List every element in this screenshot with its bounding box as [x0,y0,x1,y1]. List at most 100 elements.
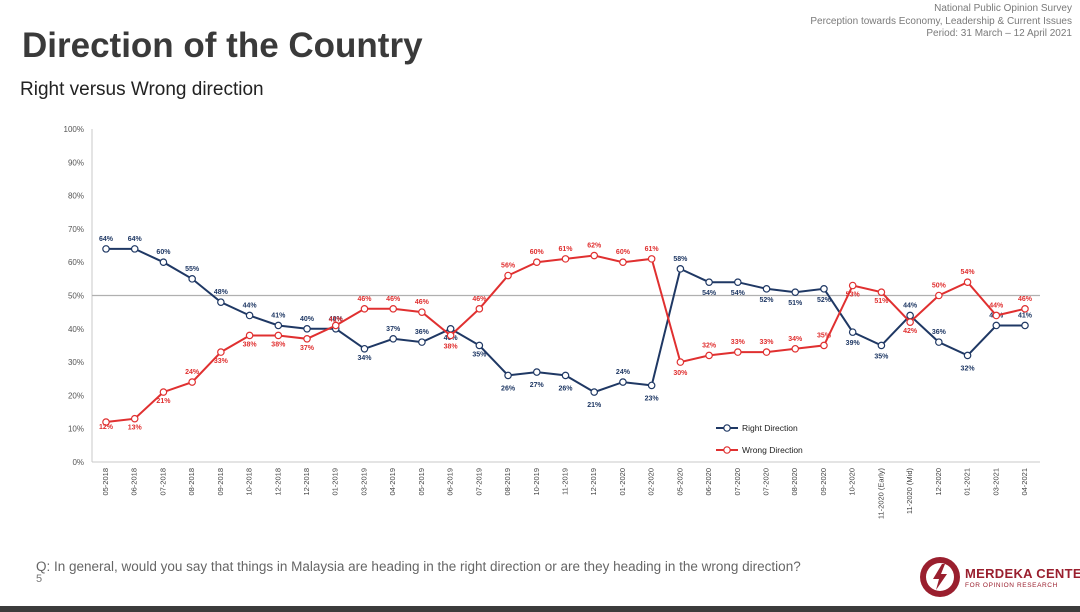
right-direction-data-label: 36% [415,329,430,336]
wrong-direction-point [963,278,972,286]
wrong-direction-data-label: 32% [702,342,717,349]
logo-tagline: FOR OPINION RESEARCH [965,582,1058,589]
wrong-direction-point [590,251,599,260]
wrong-direction-data-label: 50% [932,283,947,290]
right-direction-point [820,285,828,293]
wrong-direction-point [331,321,340,330]
right-direction-point [446,324,455,333]
right-direction-data-label: 41% [1018,312,1033,319]
x-tick-label: 05-2018 [101,468,110,496]
right-direction-data-label: 40% [300,316,315,323]
right-direction-point [1021,321,1029,330]
right-direction-point [159,258,168,267]
wrong-direction-data-label: 33% [731,339,746,346]
y-tick-label: 20% [68,391,84,400]
right-direction-data-label: 64% [99,236,114,243]
right-direction-data-label: 55% [185,266,200,273]
right-direction-data-label: 36% [932,329,947,336]
right-direction-point [992,321,1001,330]
right-direction-point [102,245,110,253]
x-tick-label: 09-2018 [216,468,225,496]
right-direction-point [274,321,283,330]
right-direction-data-label: 64% [128,236,143,243]
wrong-direction-point [676,358,685,366]
x-tick-label: 12-2018 [273,468,282,496]
wrong-direction-point [734,348,742,356]
right-direction-data-label: 52% [760,297,775,304]
wrong-direction-data-label: 33% [214,358,229,365]
x-tick-label: 12-2019 [589,468,598,496]
wrong-direction-point [446,331,455,340]
x-tick-label: 03-2021 [991,468,1000,496]
wrong-direction-point [848,281,857,290]
y-tick-label: 40% [68,325,84,334]
right-direction-line [106,247,1025,394]
x-tick-label: 12-2020 [934,468,943,496]
right-direction-point [130,245,139,253]
right-direction-point [389,334,397,343]
wrong-direction-point [935,291,943,300]
wrong-direction-data-label: 30% [673,370,688,377]
right-direction-point [590,388,599,396]
right-direction-data-label: 34% [357,355,372,362]
page-number: 5 [36,573,43,585]
right-direction-point [504,371,512,380]
right-direction-data-label: 39% [846,340,861,347]
merdeka-center-logo: MERDEKA CENTER FOR OPINION RESEARCH [918,555,1080,599]
right-direction-point [188,275,196,283]
x-tick-label: 10-2019 [532,468,541,496]
right-direction-data-label: 58% [673,256,688,263]
wrong-direction-point [418,308,426,316]
right-direction-data-label: 52% [817,297,832,304]
footer-bar [0,606,1080,612]
wrong-direction-point [504,271,512,280]
x-tick-label: 06-2020 [704,468,713,496]
wrong-direction-data-label: 13% [128,425,143,432]
right-direction-point [734,278,742,286]
x-tick-label: 11-2019 [560,468,569,495]
right-direction-data-label: 44% [903,302,918,309]
wrong-direction-point [360,305,369,313]
right-direction-point [791,288,800,296]
wrong-direction-point [619,258,627,267]
x-tick-label: 01-2019 [331,468,340,496]
survey-topic: Perception towards Economy, Leadership &… [810,15,1072,27]
legend-right-direction: Right Direction [742,423,798,433]
right-direction-data-label: 48% [214,289,229,296]
wrong-direction-data-label: 37% [300,345,315,352]
legend-marker [723,446,731,454]
right-direction-point [935,338,943,346]
wrong-direction-point [532,258,541,267]
y-tick-label: 100% [64,125,84,134]
x-tick-label: 08-2018 [187,468,196,496]
x-tick-label: 07-2020 [762,468,771,496]
x-tick-label: 04-2019 [388,468,397,496]
page-subtitle: Right versus Wrong direction [20,79,264,100]
x-tick-label: 04-2021 [1020,468,1029,496]
page-title: Direction of the Country [22,26,423,65]
x-tick-label: 05-2020 [675,468,684,496]
right-direction-point [619,378,627,386]
y-tick-label: 0% [72,458,84,467]
legend-marker [723,424,731,432]
y-tick-label: 50% [68,292,84,301]
wrong-direction-data-label: 60% [530,249,545,256]
wrong-direction-data-label: 54% [961,269,976,276]
right-direction-point [303,324,311,333]
wrong-direction-point [217,348,225,356]
wrong-direction-point [188,378,196,386]
wrong-direction-data-label: 62% [587,243,602,250]
right-direction-point [532,368,541,376]
y-tick-label: 90% [68,158,84,167]
right-direction-point [848,328,857,336]
x-tick-label: 06-2018 [130,468,139,496]
wrong-direction-point [820,341,828,350]
wrong-direction-data-label: 38% [271,341,286,348]
wrong-direction-point [303,334,311,343]
right-direction-data-label: 23% [645,395,660,402]
right-direction-data-label: 24% [616,369,631,376]
survey-period: Period: 31 March – 12 April 2021 [926,28,1072,39]
x-tick-label: 08-2019 [503,468,512,496]
right-direction-point [877,341,886,350]
